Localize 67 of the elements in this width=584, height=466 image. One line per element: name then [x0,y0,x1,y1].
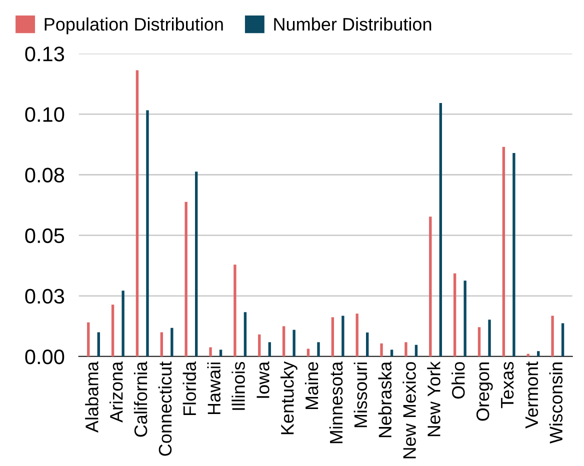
bar [551,316,554,356]
bar [234,264,236,356]
x-tick-label: Iowa [256,361,270,398]
y-tick-label: 0.00 [25,349,64,364]
bar [453,273,456,356]
bar [292,330,296,356]
y-tick-label: 0.05 [25,228,64,244]
bar [268,342,271,356]
bar [170,328,174,356]
bar [380,343,383,356]
x-tick-label: Alabama [85,361,98,433]
x-tick-label: New Mexico [402,362,416,458]
bar [282,326,286,356]
x-tick-label: Florida [182,361,196,416]
legend-label: Number Distribution [274,17,432,31]
x-tick-label: Hawaii [207,362,220,414]
x-tick-label: Wisconsin [549,362,563,444]
x-tick-label: Missouri [354,362,368,428]
x-tick-label: New York [427,361,440,436]
bar [146,110,149,356]
bar [356,314,358,356]
y-tick-label: 0.08 [25,168,64,183]
y-tick-label: 0.13 [25,46,64,62]
bar [97,332,100,356]
bar [439,103,442,356]
bar [561,323,564,356]
x-tick-label: Oregon [476,362,493,421]
bar [512,152,516,356]
x-tick-label: Kentucky [280,361,298,434]
legend-label: Population Distribution [44,17,223,34]
bar [331,317,334,356]
x-tick-label: Maine [304,362,318,410]
bar [414,344,418,356]
x-tick-label: Ohio [452,362,465,399]
bar [184,202,188,356]
bar [111,304,114,356]
bar [537,351,540,356]
bar [390,350,394,356]
bar [258,334,261,356]
y-tick-label: 0.03 [25,288,64,304]
x-tick-label: Arizona [110,361,123,423]
bar [195,172,198,356]
bar [502,146,506,356]
bar [122,290,124,356]
bar [488,320,491,356]
bar [478,327,481,356]
bar [429,216,432,356]
bar [219,350,222,356]
bar [160,332,163,356]
bar [209,347,212,356]
x-tick-label: Vermont [525,361,538,429]
bar [342,316,344,356]
x-tick-label: Illinois [232,362,245,410]
x-tick-label: Nebraska [378,361,392,438]
x-tick-label: Connecticut [158,361,172,456]
bar [366,332,369,356]
bar [404,342,408,356]
x-tick-label: California [134,361,148,437]
bar [136,70,139,356]
y-tick-label: 0.10 [25,107,64,122]
bar [464,280,466,356]
bar [87,322,90,356]
bar [306,348,310,356]
bar [244,312,247,356]
x-tick-label: Texas [501,362,514,408]
x-tick-label: Minnesota [329,361,343,444]
bar [317,342,320,356]
